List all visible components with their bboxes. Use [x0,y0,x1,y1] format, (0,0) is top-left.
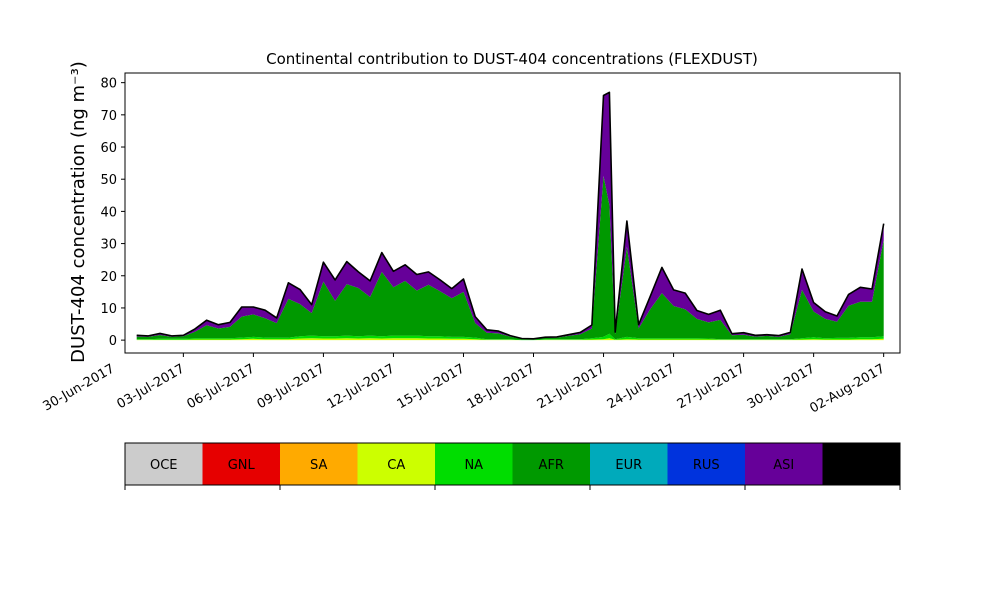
area-series-na [136,333,884,341]
x-tick-label: 30-Jul-2017 [745,361,818,412]
x-tick-label: 21-Jul-2017 [535,361,608,412]
legend-label-gnl: GNL [228,458,256,473]
plot-frame [124,72,901,354]
x-tick-label: 18-Jul-2017 [465,361,538,412]
y-tick-label: 10 [100,302,117,317]
legend-swatch-gnl [202,443,280,485]
y-tick-label: 70 [100,109,117,124]
area-series-aus [136,92,884,339]
legend-swatch-ca [357,443,435,485]
legend-label-rus: RUS [693,458,720,473]
y-tick-label: 20 [100,270,117,285]
legend-label-afr: AFR [539,458,564,473]
y-tick-label: 80 [100,77,117,92]
legend-label-ca: CA [387,458,405,473]
x-tick-label: 03-Jul-2017 [115,361,188,412]
area-series-ca [136,338,884,341]
legend-label-aus: AUS [848,458,875,473]
legend-label-asi: ASI [773,458,794,473]
x-tick-label: 02-Aug-2017 [807,361,887,416]
legend-label-oce: OCE [150,458,178,473]
y-tick-label: 50 [100,173,117,188]
chart-title: Continental contribution to DUST-404 con… [266,50,758,68]
y-tick-label: 40 [100,205,117,220]
legend-swatch-afr [512,443,590,485]
x-tick-label: 09-Jul-2017 [255,361,328,412]
legend-label-sa: SA [310,458,327,473]
x-tick-label: 30-Jun-2017 [41,361,118,414]
legend-swatch-sa [280,443,358,485]
x-tick-label: 12-Jul-2017 [325,361,398,412]
legend: OCE GNL SA CA NA AFR EUR RUS ASI AUS [124,442,901,490]
legend-swatch-aus [822,443,900,485]
legend-frame [124,442,901,486]
area-series-asi [136,92,884,340]
plot-area: 0102030405060708030-Jun-201703-Jul-20170… [41,72,901,417]
legend-swatch-rus [667,443,745,485]
area-series-afr [136,176,884,340]
x-tick-label: 24-Jul-2017 [605,361,678,412]
x-tick-label: 06-Jul-2017 [185,361,258,412]
y-tick-label: 30 [100,238,117,253]
total-concentration-line [136,91,885,340]
legend-swatch-asi [745,443,823,485]
legend-swatch-oce [125,443,203,485]
legend-label-eur: EUR [615,458,642,473]
x-tick-label: 27-Jul-2017 [675,361,748,412]
legend-label-na: NA [464,458,483,473]
y-tick-label: 0 [109,334,117,349]
y-axis-label: DUST-404 concentration (ng m⁻³) [68,61,89,363]
x-tick-label: 15-Jul-2017 [395,361,468,412]
legend-swatch-eur [590,443,668,485]
legend-swatch-na [435,443,513,485]
y-tick-label: 60 [100,141,117,156]
